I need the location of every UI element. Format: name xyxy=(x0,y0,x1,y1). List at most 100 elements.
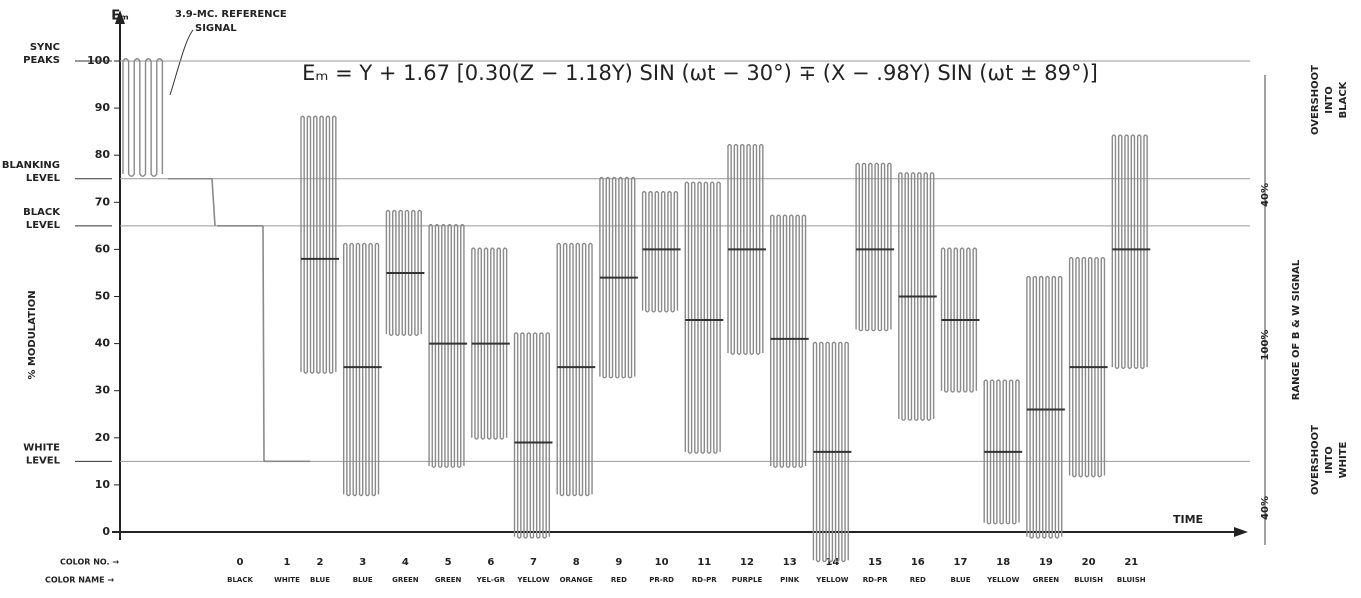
y-tick-label: 80 xyxy=(95,148,111,161)
color-number: 0 xyxy=(237,557,244,568)
color-name: WHITE xyxy=(274,576,300,584)
color-number: 7 xyxy=(530,557,537,568)
color-no-label: COLOR NO. → xyxy=(60,558,119,567)
blanking-step xyxy=(168,177,216,226)
color-name: ORANGE xyxy=(560,576,593,584)
color-number: 10 xyxy=(655,557,669,568)
color-name: PR-RD xyxy=(649,576,674,584)
subcarrier-swing xyxy=(855,162,892,332)
color-number: 18 xyxy=(996,557,1010,568)
level-label: WHITE xyxy=(23,442,60,453)
color-number: 16 xyxy=(911,557,925,568)
subcarrier-swing xyxy=(599,176,636,379)
color-name: YEL-GR xyxy=(476,576,506,584)
color-number: 5 xyxy=(445,557,452,568)
pct-label: 40% xyxy=(1260,183,1271,207)
color-name: GREEN xyxy=(1033,576,1060,584)
level-label: LEVEL xyxy=(26,455,61,466)
subcarrier-swing xyxy=(770,214,807,469)
reference-signal-label: 3.9-MC. REFERENCE xyxy=(175,9,287,20)
subcarrier-swing xyxy=(812,341,849,563)
color-number: 4 xyxy=(402,557,409,568)
pct-label: 100% xyxy=(1260,330,1271,361)
color-name: PINK xyxy=(780,576,800,584)
subcarrier-swing xyxy=(1026,275,1063,539)
color-number: 8 xyxy=(573,557,580,568)
color-name: YELLOW xyxy=(986,576,1019,584)
level-label: BLACK xyxy=(23,207,61,218)
overshoot-label: WHITE xyxy=(1338,441,1349,478)
y-axis-label: % MODULATION xyxy=(27,290,38,379)
level-label: BLANKING xyxy=(2,160,60,171)
y-tick-label: 40 xyxy=(95,337,111,350)
y-tick-label: 60 xyxy=(95,242,111,255)
sync-burst xyxy=(122,58,164,177)
level-label: SYNC xyxy=(30,42,60,53)
level-label: LEVEL xyxy=(26,220,61,231)
reference-pointer xyxy=(169,29,194,96)
subcarrier-swing xyxy=(684,181,721,454)
color-name: GREEN xyxy=(435,576,462,584)
color-name: RD-PR xyxy=(863,576,888,584)
y-tick-label: 20 xyxy=(95,431,111,444)
subcarrier-swing xyxy=(471,247,508,440)
x-axis-label: TIME xyxy=(1173,513,1203,526)
step xyxy=(262,225,265,462)
overshoot-label: INTO xyxy=(1324,86,1335,113)
y-tick-label: 30 xyxy=(95,384,111,397)
color-name: BLUISH xyxy=(1074,576,1103,584)
color-name: GREEN xyxy=(392,576,419,584)
color-number: 17 xyxy=(954,557,968,568)
y-tick-label: 70 xyxy=(95,195,111,208)
color-number: 20 xyxy=(1082,557,1096,568)
subcarrier-swing xyxy=(556,242,593,497)
color-name: PURPLE xyxy=(732,576,763,584)
subcarrier-swing xyxy=(940,247,978,393)
color-number: 6 xyxy=(487,557,494,568)
subcarrier-swing xyxy=(428,223,465,469)
color-number: 14 xyxy=(825,557,839,568)
color-name: BLUE xyxy=(310,576,330,584)
overshoot-label: INTO xyxy=(1324,446,1335,473)
subcarrier-swing xyxy=(898,172,935,421)
color-number: 13 xyxy=(783,557,797,568)
overshoot-label: BLACK xyxy=(1338,80,1349,118)
subcarrier-swing xyxy=(300,115,337,374)
color-name: RED xyxy=(611,576,627,584)
y-tick-label: 50 xyxy=(95,290,111,303)
y-tick-label: 0 xyxy=(102,525,110,538)
color-number: 15 xyxy=(868,557,882,568)
subcarrier-swing xyxy=(641,190,679,313)
subcarrier-swing xyxy=(343,242,380,497)
reference-signal-label: SIGNAL xyxy=(195,23,237,34)
color-number: 12 xyxy=(740,557,754,568)
subcarrier-swing xyxy=(727,143,764,355)
subcarrier-swing xyxy=(385,209,422,337)
color-name: YELLOW xyxy=(516,576,549,584)
pct-label: 40% xyxy=(1260,496,1271,520)
subcarrier-swing xyxy=(1068,256,1106,478)
color-name: BLACK xyxy=(227,576,253,584)
y-axis-arrow xyxy=(115,10,125,24)
formula: Eₘ = Y + 1.67 [0.30(Z − 1.18Y) SIN (ωt −… xyxy=(302,61,1098,85)
color-number: 11 xyxy=(697,557,711,568)
color-number: 2 xyxy=(317,557,324,568)
color-name-label: COLOR NAME → xyxy=(45,576,114,585)
color-name: RD-PR xyxy=(692,576,717,584)
color-number: 9 xyxy=(615,557,622,568)
overshoot-label: OVERSHOOT xyxy=(1310,425,1321,495)
subcarrier-swing xyxy=(983,379,1020,525)
color-name: BLUE xyxy=(950,576,970,584)
color-number: 3 xyxy=(359,557,366,568)
color-name: RED xyxy=(910,576,926,584)
color-name: BLUISH xyxy=(1117,576,1146,584)
color-name: YELLOW xyxy=(815,576,848,584)
color-number: 21 xyxy=(1124,557,1138,568)
level-label: PEAKS xyxy=(23,55,60,66)
y-tick-label: 10 xyxy=(95,478,111,491)
x-axis-arrow xyxy=(1234,527,1248,537)
level-label: LEVEL xyxy=(26,173,61,184)
color-number: 19 xyxy=(1039,557,1053,568)
color-number: 1 xyxy=(284,557,291,568)
